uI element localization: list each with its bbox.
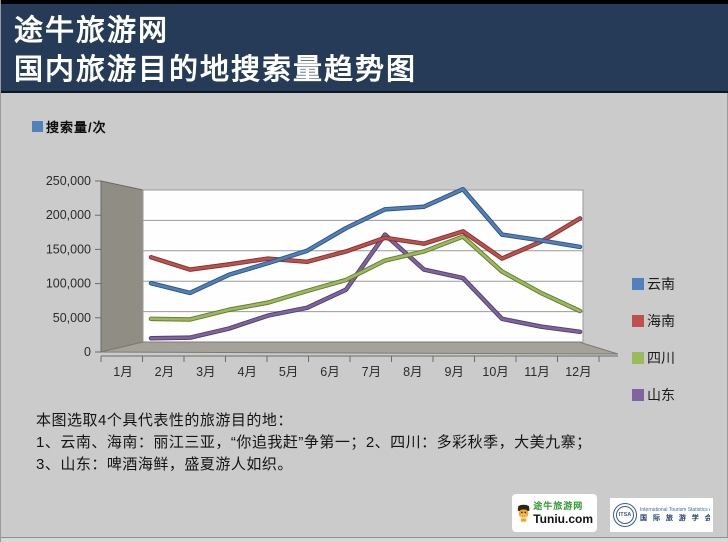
chart-legend: 云南 海南 四川 山东 bbox=[632, 274, 675, 422]
x-tick-label: 4月 bbox=[237, 365, 256, 379]
legend-marker bbox=[632, 352, 644, 364]
series-line-海南 bbox=[149, 217, 582, 271]
x-tick-label: 8月 bbox=[403, 365, 422, 379]
slide-bottom-edge bbox=[1, 537, 728, 542]
x-tick-label: 6月 bbox=[320, 365, 339, 379]
legend-label: 海南 bbox=[647, 313, 675, 329]
chart-unit-legend: 搜索量/次 bbox=[32, 117, 107, 136]
header-banner: 途牛旅游网 国内旅游目的地搜索量趋势图 bbox=[1, 0, 728, 93]
y-tick-label: 200,000 bbox=[46, 208, 91, 222]
footnotes: 本图选取4个具代表性的旅游目的地： 1、云南、海南：丽江三亚，“你追我赶”争第一… bbox=[36, 410, 592, 476]
tuniu-logo: 途牛旅游网 Tuniu.com bbox=[512, 494, 597, 532]
series-line-云南 bbox=[149, 187, 582, 295]
series-line-四川 bbox=[149, 235, 582, 321]
legend-item-山东: 山东 bbox=[632, 385, 675, 405]
y-tick-label: 50,000 bbox=[53, 311, 91, 325]
x-tick-label: 7月 bbox=[362, 365, 381, 379]
legend-marker bbox=[632, 389, 644, 401]
tuniu-logo-en-text: Tuniu.com bbox=[533, 511, 593, 526]
chart-floor bbox=[100, 341, 619, 355]
y-tick-label: 0 bbox=[84, 345, 91, 359]
x-tick-label: 11月 bbox=[524, 365, 549, 379]
itsa-abbr: ITSA bbox=[616, 506, 634, 524]
legend-label: 四川 bbox=[647, 350, 675, 366]
x-tick-label: 12月 bbox=[565, 365, 591, 379]
x-tick-label: 3月 bbox=[196, 365, 215, 379]
legend-item-云南: 云南 bbox=[632, 274, 675, 294]
itsa-cn-text: 国 际 旅 游 学 会 bbox=[640, 514, 710, 522]
page-title: 国内旅游目的地搜索量趋势图 bbox=[14, 54, 418, 86]
legend-label: 山东 bbox=[647, 387, 675, 403]
x-tick-label: 1月 bbox=[113, 365, 132, 379]
legend-marker bbox=[632, 315, 644, 327]
itsa-seal-icon: ITSA bbox=[613, 503, 637, 527]
x-tick-label: 10月 bbox=[482, 365, 508, 379]
left-wall bbox=[100, 180, 144, 353]
legend-marker bbox=[632, 278, 644, 290]
footnote-line: 1、云南、海南：丽江三亚，“你追我赶”争第一；2、四川：多彩秋季，大美九寨； bbox=[36, 434, 592, 451]
y-tick-label: 100,000 bbox=[46, 277, 91, 291]
unit-legend-marker bbox=[32, 121, 43, 132]
series-line-山东 bbox=[149, 233, 582, 340]
unit-legend-label: 搜索量/次 bbox=[46, 120, 107, 135]
legend-label: 云南 bbox=[647, 276, 675, 292]
legend-item-海南: 海南 bbox=[632, 311, 675, 331]
footnote-line: 本图选取4个具代表性的旅游目的地： bbox=[36, 412, 293, 429]
x-tick-label: 2月 bbox=[155, 365, 174, 379]
x-tick-label: 9月 bbox=[444, 365, 463, 379]
tuniu-logo-cn-text: 途牛旅游网 bbox=[533, 500, 584, 511]
site-title: 途牛旅游网 bbox=[14, 15, 170, 47]
x-tick-label: 5月 bbox=[279, 365, 298, 379]
cow-icon bbox=[516, 504, 532, 522]
footer-logos: 途牛旅游网 Tuniu.com ITSA International Touri… bbox=[512, 494, 713, 532]
y-tick-label: 150,000 bbox=[46, 242, 91, 256]
footnote-line: 3、山东：啤酒海鲜，盛夏游人如织。 bbox=[36, 456, 293, 473]
itsa-en-text: International Tourism Statistics Associa… bbox=[640, 506, 710, 513]
itsa-logo: ITSA International Tourism Statistics As… bbox=[610, 498, 713, 532]
legend-item-四川: 四川 bbox=[632, 348, 675, 368]
y-tick-label: 250,000 bbox=[46, 174, 91, 188]
